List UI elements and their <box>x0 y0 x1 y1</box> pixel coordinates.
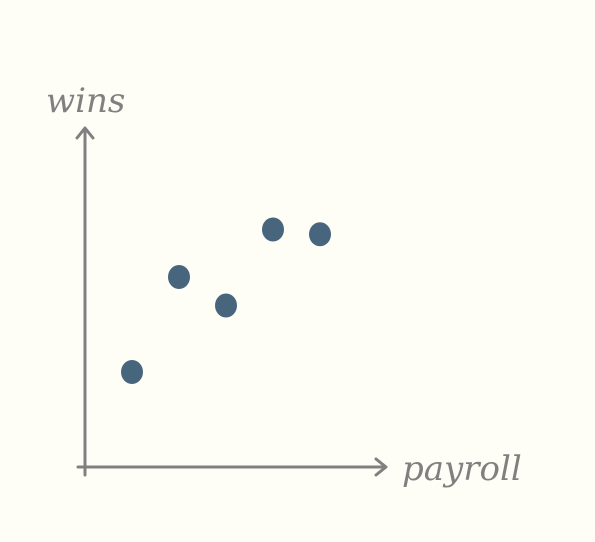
data-point-3 <box>215 293 237 318</box>
y-axis-label: wins <box>46 81 125 121</box>
data-point-1 <box>121 360 143 384</box>
data-point-5 <box>309 222 331 247</box>
data-points <box>121 217 331 384</box>
axes <box>75 126 388 477</box>
data-point-2 <box>168 265 190 289</box>
y-axis-arrowhead <box>75 126 95 140</box>
data-point-4 <box>262 217 284 242</box>
x-axis-arrowhead <box>374 457 388 477</box>
x-axis-label: payroll <box>402 449 522 489</box>
